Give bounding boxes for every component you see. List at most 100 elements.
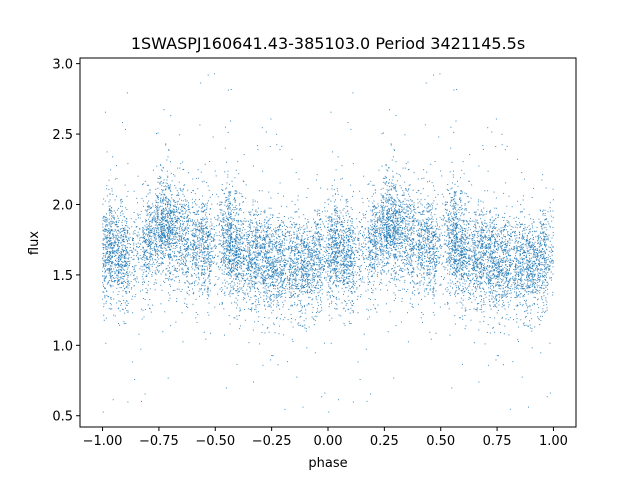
data-point [481, 234, 482, 236]
data-point [389, 242, 391, 244]
data-point [120, 237, 122, 239]
scatter-points [102, 73, 554, 413]
data-point [522, 266, 524, 268]
data-point [393, 201, 395, 203]
data-point [520, 276, 522, 278]
data-point [522, 267, 524, 269]
data-point [310, 265, 312, 267]
data-point [303, 244, 305, 246]
data-point [453, 226, 455, 228]
data-point [270, 295, 272, 297]
data-point [509, 317, 511, 319]
data-point [219, 243, 221, 245]
data-point [473, 262, 475, 264]
data-point [493, 252, 495, 254]
data-point [254, 234, 256, 236]
data-point [253, 263, 255, 265]
data-point [246, 242, 248, 243]
data-point [369, 263, 371, 265]
data-point [262, 281, 264, 283]
data-point [286, 239, 288, 241]
data-point [333, 256, 335, 257]
data-point [106, 224, 108, 226]
data-point [427, 269, 429, 270]
data-point [105, 237, 107, 239]
data-point [332, 242, 334, 244]
data-point [456, 249, 458, 251]
data-point [318, 224, 320, 226]
data-point [363, 261, 365, 263]
data-point [388, 189, 390, 191]
data-point [176, 228, 178, 230]
data-point [227, 218, 229, 220]
data-point [319, 239, 321, 241]
data-point [290, 245, 292, 247]
data-point [429, 206, 431, 208]
data-point [540, 256, 541, 258]
data-point [346, 244, 348, 246]
data-point [429, 289, 431, 291]
data-point [530, 279, 532, 281]
data-point [489, 277, 491, 278]
data-point [477, 234, 479, 236]
data-point [238, 259, 240, 261]
data-point [103, 266, 105, 268]
data-point [195, 274, 197, 276]
data-point [182, 220, 183, 222]
data-point [365, 268, 366, 270]
data-point [306, 246, 307, 248]
data-point [345, 272, 347, 274]
data-point [474, 283, 475, 285]
data-point [459, 274, 461, 276]
data-point [398, 289, 400, 291]
data-point [500, 272, 502, 274]
data-point [461, 248, 463, 249]
data-point [373, 304, 375, 306]
data-point [120, 236, 122, 238]
data-point [234, 177, 236, 179]
data-point [264, 247, 266, 249]
data-point [476, 231, 478, 232]
data-point [165, 245, 167, 247]
data-point [335, 271, 337, 273]
data-point [457, 244, 459, 246]
data-point [153, 240, 155, 242]
data-point [203, 234, 205, 235]
data-point [517, 242, 519, 244]
data-point [458, 223, 460, 225]
data-point [227, 222, 229, 224]
data-point [394, 284, 396, 286]
data-point [164, 253, 166, 254]
data-point [450, 201, 452, 203]
data-point [537, 265, 539, 267]
data-point [361, 281, 363, 283]
data-point [160, 273, 162, 275]
data-point [210, 233, 212, 235]
data-point [374, 222, 376, 224]
data-point [288, 257, 290, 259]
data-point [419, 234, 421, 236]
data-point [228, 293, 230, 295]
data-point [126, 195, 128, 197]
data-point [202, 235, 204, 237]
data-point [267, 301, 268, 303]
data-point [259, 245, 261, 247]
data-point [445, 212, 447, 214]
data-point [387, 191, 389, 193]
data-point [428, 238, 430, 240]
data-point [301, 235, 303, 236]
data-point [495, 251, 496, 253]
data-point [340, 238, 342, 240]
data-point [341, 237, 342, 239]
data-point [288, 246, 290, 248]
data-point [204, 288, 206, 290]
data-point [348, 257, 350, 259]
data-point [395, 273, 397, 275]
data-point [413, 218, 415, 220]
data-point [549, 265, 551, 267]
data-point [302, 285, 304, 287]
data-point [297, 236, 299, 238]
data-point [264, 252, 266, 254]
data-point [316, 254, 318, 255]
data-point [471, 234, 473, 235]
